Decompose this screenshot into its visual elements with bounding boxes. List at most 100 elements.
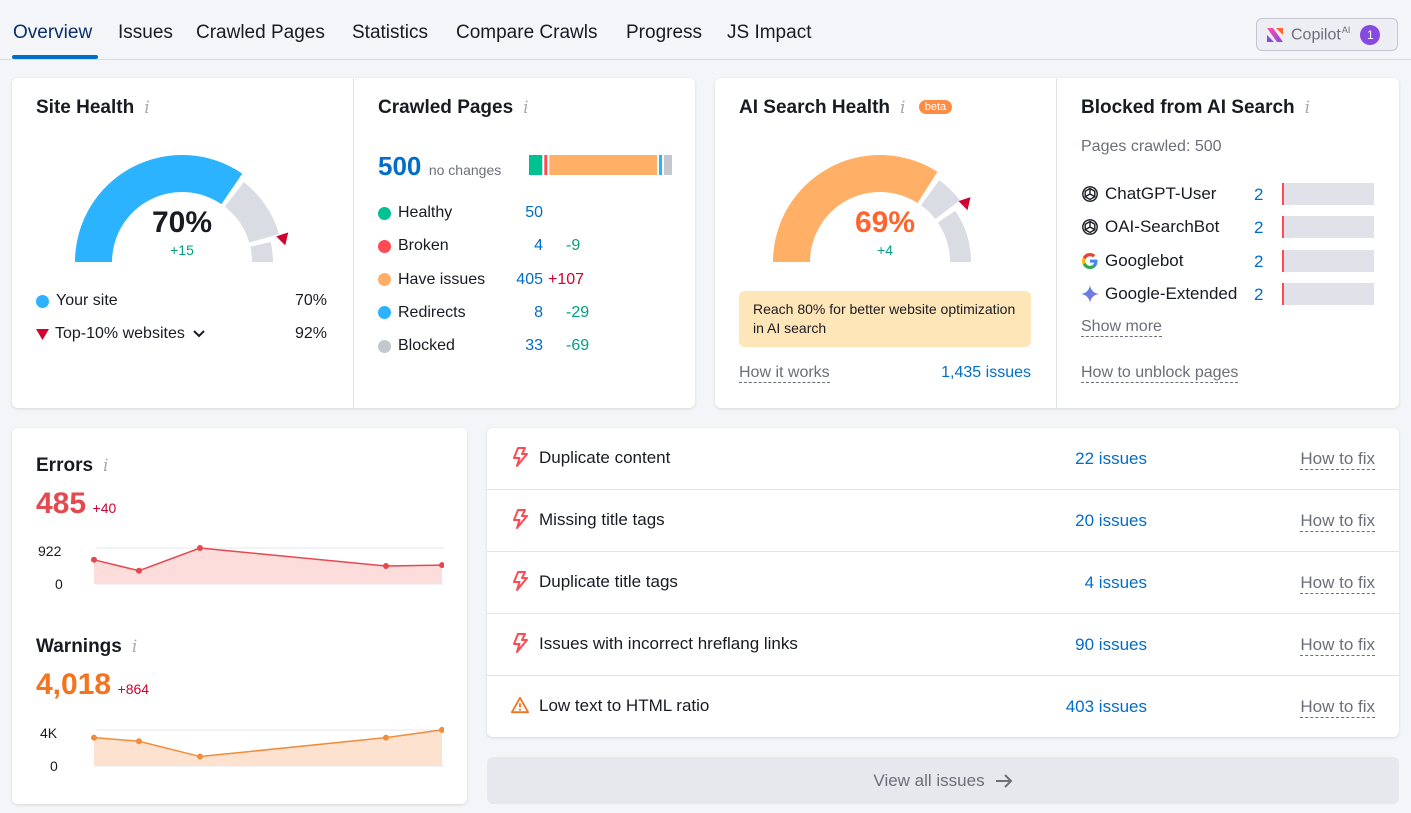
tab-crawled-pages[interactable]: Crawled Pages <box>196 22 325 43</box>
info-icon[interactable]: i <box>900 98 906 118</box>
ai-issues-link[interactable]: 1,435 issues <box>941 364 1031 381</box>
info-icon[interactable]: i <box>103 456 109 476</box>
info-icon[interactable]: i <box>144 98 150 118</box>
ai-health-delta: +4 <box>877 242 893 258</box>
copilot-logo-icon <box>1267 27 1283 42</box>
broken-dot <box>378 239 391 253</box>
crawled-total: 500 no changes <box>378 151 501 182</box>
errors-delta: +40 <box>92 500 117 516</box>
errors-point-1 <box>91 556 97 563</box>
your-site-value: 70% <box>294 292 327 309</box>
openai-icon <box>1082 186 1098 202</box>
issue-name: Duplicate content <box>539 448 671 467</box>
crawled-row-value[interactable]: 50 <box>525 204 543 221</box>
gauge-remaining-arc <box>250 242 273 262</box>
errors-value[interactable]: 485 <box>36 487 87 520</box>
warnings-trend-chart <box>91 726 444 767</box>
bot-count-google-extended[interactable]: 2 <box>1254 285 1264 304</box>
bot-count-googlebot[interactable]: 2 <box>1254 252 1264 271</box>
legend-top10-dropdown[interactable]: Top-10% websites <box>36 325 205 343</box>
issue-count-link[interactable]: 403 issues <box>1065 697 1147 716</box>
tab-statistics[interactable]: Statistics <box>352 22 429 43</box>
crawled-row-value[interactable]: 33 <box>525 337 543 355</box>
how-to-fix-link[interactable]: How to fix <box>1300 697 1375 718</box>
ai-health-value: 69% <box>854 206 916 239</box>
errors-point-2 <box>136 567 142 574</box>
how-it-works-link[interactable]: How it works <box>739 364 830 383</box>
bot-count-oai-searchbot[interactable]: 2 <box>1254 218 1264 237</box>
warnings-point-5 <box>439 726 444 733</box>
crawled-total-value[interactable]: 500 <box>378 151 422 181</box>
tab-compare-crawls[interactable]: Compare Crawls <box>456 22 598 43</box>
issue-count-link[interactable]: 20 issues <box>1075 511 1147 530</box>
stack-segment-broken <box>544 155 548 175</box>
bot-count-chatgpt-user[interactable]: 2 <box>1254 185 1264 204</box>
crawled-row-healthy: Healthy <box>378 204 452 222</box>
warnings-point-2 <box>136 738 142 745</box>
tab-issues[interactable]: Issues <box>118 22 173 43</box>
gauge-target-arc <box>224 182 280 243</box>
show-more-link[interactable]: Show more <box>1081 318 1162 337</box>
warnings-point-4 <box>383 734 389 741</box>
how-to-fix-link[interactable]: How to fix <box>1300 573 1375 594</box>
issue-count-link[interactable]: 22 issues <box>1075 449 1147 468</box>
gemini-icon <box>1081 285 1099 303</box>
top10-marker-icon <box>276 232 289 246</box>
openai-icon <box>1082 219 1098 235</box>
active-tab-indicator <box>12 55 98 59</box>
target-marker-icon <box>958 197 971 211</box>
crawled-row-delta: +107 <box>548 270 585 288</box>
crawled-row-value[interactable]: 8 <box>534 303 543 321</box>
how-to-fix-link[interactable]: How to fix <box>1300 511 1375 532</box>
copilot-ai-sup: AI <box>1341 24 1351 35</box>
warnings-area <box>94 729 442 766</box>
info-icon[interactable]: i <box>1304 98 1311 118</box>
crawled-row-broken: Broken <box>378 237 449 255</box>
issue-row: Low text to HTML ratio 403 issues How to f… <box>487 676 1399 738</box>
have-issues-dot <box>378 273 391 287</box>
how-to-unblock-link[interactable]: How to unblock pages <box>1081 364 1239 383</box>
healthy-dot <box>378 206 391 220</box>
crawled-row-delta: -9 <box>566 237 581 255</box>
warnings-point-3 <box>197 753 203 760</box>
your-site-dot <box>36 294 49 308</box>
bot-bar-googlebot <box>1282 250 1374 272</box>
google-icon <box>1082 253 1098 269</box>
error-bolt-icon <box>513 447 528 467</box>
warnings-point-1 <box>91 734 97 741</box>
issue-count-link[interactable]: 4 issues <box>1084 573 1147 592</box>
crawled-row-value[interactable]: 4 <box>534 237 543 255</box>
view-all-issues-button[interactable]: View all issues <box>487 757 1399 804</box>
warnings-title: Warnings i <box>36 636 138 657</box>
pages-crawled-label: Pages crawled: 500 <box>1081 138 1222 155</box>
copilot-label: Copilot <box>1291 26 1341 44</box>
gauge-value-arc <box>75 154 243 262</box>
tab-js-impact[interactable]: JS Impact <box>727 22 812 43</box>
crawled-row-value[interactable]: 405 <box>516 270 543 288</box>
beta-badge: beta <box>918 100 953 114</box>
errors-point-4 <box>383 563 389 570</box>
how-to-fix-link[interactable]: How to fix <box>1300 635 1375 656</box>
info-icon[interactable]: i <box>523 98 529 118</box>
warnings-delta: +864 <box>117 681 150 697</box>
tab-progress[interactable]: Progress <box>626 22 703 43</box>
tab-overview[interactable]: Overview <box>13 22 93 43</box>
warnings-value[interactable]: 4,018 <box>36 668 112 701</box>
info-icon[interactable]: i <box>131 637 138 657</box>
crawled-row-label: Healthy <box>398 204 453 221</box>
issue-count-link[interactable]: 90 issues <box>1075 635 1147 654</box>
crawled-row-label: Broken <box>398 237 449 255</box>
errors-warnings-card: Errors i 485 +40 922 0 Warnings i 4,018 +8… <box>12 428 467 804</box>
errors-title: Errors i <box>36 455 109 476</box>
stack-segment-blocked <box>664 155 672 175</box>
bot-bar-google-extended <box>1282 283 1374 305</box>
legend-label: Your site <box>56 292 118 309</box>
issue-row: Issues with incorrect hreflang links 90 i… <box>487 614 1399 676</box>
copilot-button[interactable]: CopilotAI 1 <box>1256 18 1398 51</box>
issue-row: Duplicate content 22 issues How to fix <box>487 428 1399 490</box>
how-to-fix-link[interactable]: How to fix <box>1300 449 1375 470</box>
crawled-row-label: Redirects <box>398 303 466 321</box>
blocked-dot <box>378 339 391 353</box>
copilot-notification-badge: 1 <box>1360 24 1381 45</box>
card-divider <box>1056 78 1057 408</box>
